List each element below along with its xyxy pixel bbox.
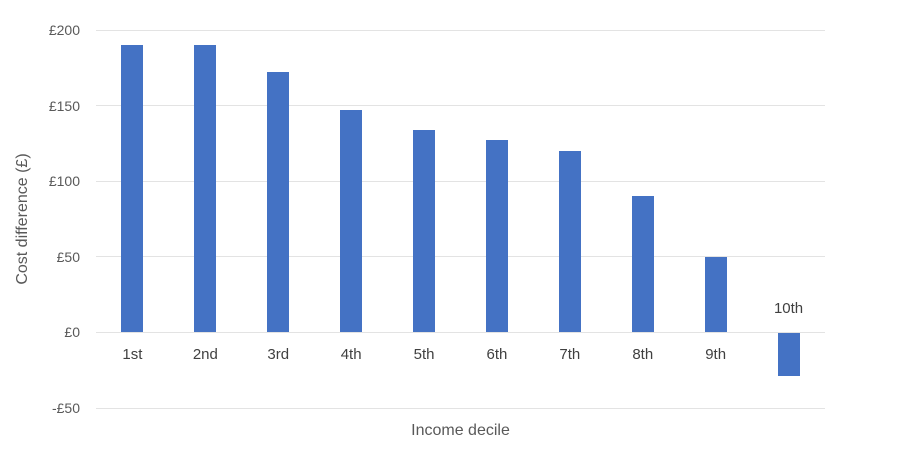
gridline — [96, 256, 825, 258]
bar-2nd — [194, 45, 217, 333]
y-axis-title: Cost difference (£) — [14, 153, 31, 285]
bar-8th — [631, 196, 654, 333]
category-label-5th: 5th — [413, 346, 435, 364]
bar-6th — [485, 140, 508, 333]
category-label-6th: 6th — [486, 346, 508, 364]
plot-area: 1st 2nd 3rd 4th 5th 6th 7th 8th 9th 10th — [96, 29, 825, 409]
y-tick-label: £50 — [56, 248, 80, 265]
category-label-2nd: 2nd — [192, 346, 218, 364]
bar-5th — [413, 129, 436, 333]
bar-3rd — [267, 72, 290, 333]
category-label-10th: 10th — [773, 300, 804, 318]
category-label-7th: 7th — [559, 346, 581, 364]
y-tick-label: £100 — [48, 173, 80, 190]
y-tick-label: £0 — [64, 324, 80, 341]
y-tick-label: £150 — [48, 97, 80, 114]
gridline — [96, 407, 825, 409]
bar-4th — [340, 110, 363, 333]
category-label-1st: 1st — [122, 346, 143, 364]
gridline — [96, 331, 825, 333]
gridline — [96, 29, 825, 31]
gridline — [96, 180, 825, 182]
bar-1st — [121, 45, 144, 333]
gridline — [96, 105, 825, 107]
bar-9th — [704, 256, 727, 333]
category-label-9th: 9th — [705, 346, 727, 364]
x-axis-title: Income decile — [411, 422, 510, 439]
y-tick-label: -£50 — [51, 400, 80, 416]
y-tick-label: £200 — [48, 22, 80, 38]
category-label-8th: 8th — [632, 346, 654, 364]
bar-10th — [777, 333, 800, 376]
bar-7th — [558, 150, 581, 333]
category-label-4th: 4th — [340, 346, 362, 364]
category-label-3rd: 3rd — [267, 346, 290, 364]
